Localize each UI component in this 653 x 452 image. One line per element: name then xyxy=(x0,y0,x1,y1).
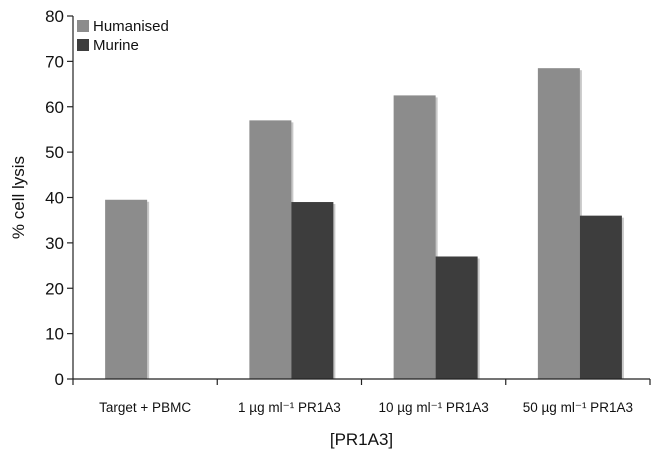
bar-humanised-0 xyxy=(105,199,148,379)
x-axis-label: [PR1A3] xyxy=(330,430,393,449)
y-tick-label-20: 20 xyxy=(45,279,64,298)
y-tick-label-50: 50 xyxy=(45,143,64,162)
bars-group xyxy=(105,68,624,380)
bar-humanised-2 xyxy=(393,95,436,379)
y-tick-label-0: 0 xyxy=(55,370,64,389)
bar-murine-2 xyxy=(435,256,478,379)
legend-label-humanised: Humanised xyxy=(93,18,169,35)
legend-swatch-murine xyxy=(77,39,89,51)
y-tick-label-30: 30 xyxy=(45,234,64,253)
bar-humanised-1 xyxy=(249,120,292,380)
y-tick-label-40: 40 xyxy=(45,189,64,208)
x-category-label-1: 1 µg ml⁻¹ PR1A3 xyxy=(238,400,341,415)
legend: Humanised Murine xyxy=(77,18,169,54)
axes-group: 0 10 20 30 40 50 60 70 80 Target + PBMC 1 µg ml⁻¹ … xyxy=(45,7,651,415)
legend-swatch-humanised xyxy=(77,20,89,32)
x-category-label-2: 10 µg ml⁻¹ PR1A3 xyxy=(379,400,489,415)
y-tick-label-10: 10 xyxy=(45,325,64,344)
x-category-label-0: Target + PBMC xyxy=(99,400,191,415)
legend-label-murine: Murine xyxy=(93,37,139,54)
y-tick-label-80: 80 xyxy=(45,7,64,26)
bar-murine-1 xyxy=(291,202,334,379)
y-tick-label-60: 60 xyxy=(45,98,64,117)
bar-humanised-3 xyxy=(537,68,580,380)
x-category-label-3: 50 µg ml⁻¹ PR1A3 xyxy=(523,400,633,415)
y-tick-label-70: 70 xyxy=(45,52,64,71)
y-axis-label: % cell lysis xyxy=(9,156,28,239)
bar-murine-3 xyxy=(579,215,622,379)
